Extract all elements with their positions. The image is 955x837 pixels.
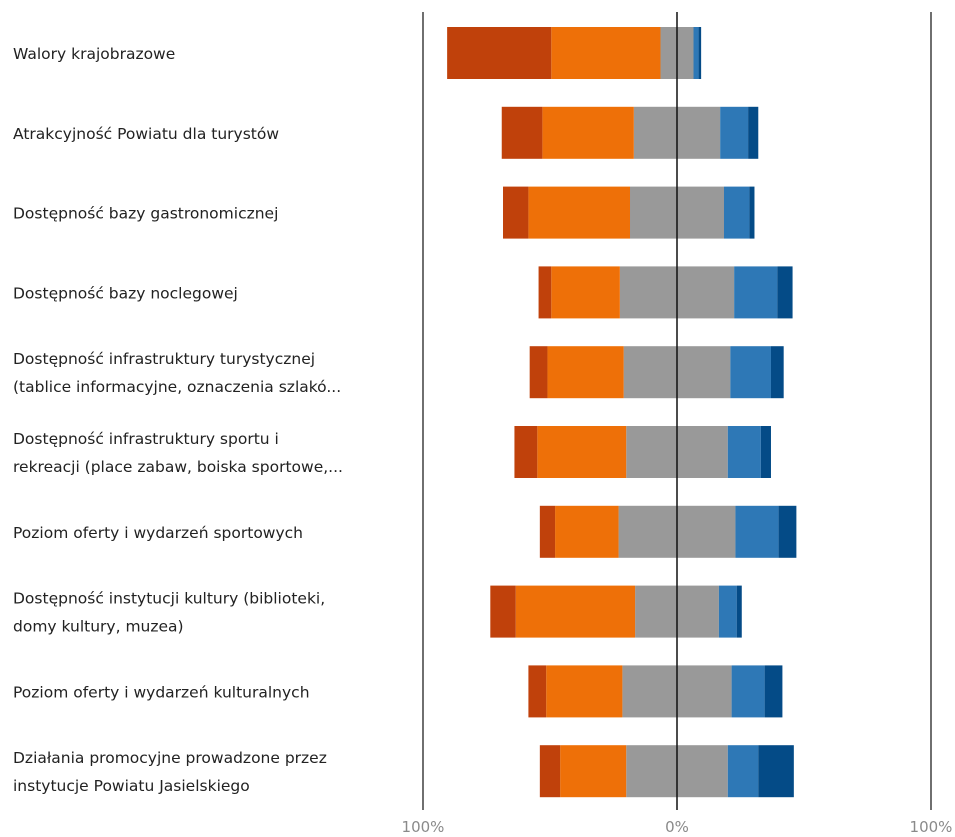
x-tick-label: 100%: [402, 818, 445, 836]
category-label: Dostępność bazy gastronomicznej: [13, 205, 278, 223]
bar-segment-positive: [748, 106, 759, 159]
bars: [447, 27, 797, 798]
bar-segment-positive: [730, 346, 771, 399]
bar-segment-negative: [537, 426, 627, 478]
category-label-line: instytucje Powiatu Jasielskiego: [13, 777, 250, 795]
bar-segment-negative: [539, 745, 561, 798]
category-label-line: Dostępność bazy gastronomicznej: [13, 205, 278, 223]
category-label-line: Dostępność infrastruktury turystycznej: [13, 350, 315, 368]
bar-segment-negative: [514, 426, 538, 478]
bar-segment-negative: [560, 745, 627, 798]
category-label-line: Atrakcyjność Powiatu dla turystów: [13, 125, 279, 143]
bar-segment-positive: [720, 106, 749, 159]
category-label-line: Poziom oferty i wydarzeń sportowych: [13, 524, 303, 542]
category-label: Atrakcyjność Powiatu dla turystów: [13, 125, 279, 143]
bar-segment-positive: [777, 266, 793, 319]
x-tick-label: 100%: [910, 818, 953, 836]
x-tick-labels: 100% 0% 100%: [402, 818, 953, 836]
bar-segment-negative: [547, 346, 624, 399]
category-label-line: (tablice informacyjne, oznaczenia szlakó…: [13, 378, 341, 396]
bar-segment-negative: [503, 186, 529, 239]
category-labels: Walory krajobrazowe Atrakcyjność Powiatu …: [13, 45, 343, 795]
bar-segment-positive: [698, 27, 702, 79]
bar-segment-negative: [447, 27, 552, 79]
category-label-line: domy kultury, muzea): [13, 618, 184, 636]
x-tick-label: 0%: [665, 818, 689, 836]
bar-segment-positive: [727, 426, 761, 478]
bar-segment-positive: [778, 505, 797, 558]
category-label-line: Walory krajobrazowe: [13, 45, 175, 63]
bar-segment-negative: [515, 585, 636, 638]
bar-segment-negative: [538, 266, 552, 319]
category-label-line: Działania promocyjne prowadzone przez: [13, 749, 327, 767]
bar-segment-negative: [542, 106, 634, 159]
bar-segment-positive: [727, 745, 759, 798]
category-label: Poziom oferty i wydarzeń kulturalnych: [13, 683, 310, 701]
bar-segment-negative: [551, 27, 661, 79]
bar-segment-negative: [546, 665, 623, 718]
bar-segment-negative: [539, 505, 556, 558]
category-label: Walory krajobrazowe: [13, 45, 175, 63]
category-label-line: Dostępność bazy noclegowej: [13, 284, 238, 302]
bar-segment-positive: [764, 665, 783, 718]
bar-segment-negative: [551, 266, 620, 319]
bar-segment-positive: [749, 186, 755, 239]
bar-segment-positive: [736, 585, 742, 638]
bar-segment-negative: [529, 346, 548, 399]
category-label: Dostępność infrastruktury turystycznej (t…: [13, 350, 341, 396]
bar-segment-negative: [501, 106, 543, 159]
bar-segment-positive: [693, 27, 699, 79]
bar-segment-positive: [718, 585, 737, 638]
category-label-line: Poziom oferty i wydarzeń kulturalnych: [13, 683, 310, 701]
bar-segment-positive: [735, 505, 779, 558]
category-label-line: Dostępność instytucji kultury (bibliotek…: [13, 590, 325, 608]
category-label: Dostępność infrastruktury sportu i rekrea…: [13, 430, 343, 476]
category-label-line: rekreacji (place zabaw, boiska sportowe,…: [13, 458, 343, 476]
category-label: Poziom oferty i wydarzeń sportowych: [13, 524, 303, 542]
bar-segment-positive: [770, 346, 784, 399]
bar-segment-positive: [731, 665, 765, 718]
bar-segment-positive: [758, 745, 794, 798]
bar-segment-negative: [528, 665, 547, 718]
category-label: Dostępność bazy noclegowej: [13, 284, 238, 302]
bar-segment-positive: [734, 266, 778, 319]
category-label: Działania promocyjne prowadzone przez ins…: [13, 749, 327, 795]
bar-segment-negative: [555, 505, 619, 558]
category-label: Dostępność instytucji kultury (bibliotek…: [13, 590, 325, 636]
bar-segment-positive: [760, 426, 771, 478]
bar-segment-negative: [490, 585, 516, 638]
bar-segment-negative: [528, 186, 631, 239]
bar-segment-positive: [723, 186, 750, 239]
category-label-line: Dostępność infrastruktury sportu i: [13, 430, 279, 448]
